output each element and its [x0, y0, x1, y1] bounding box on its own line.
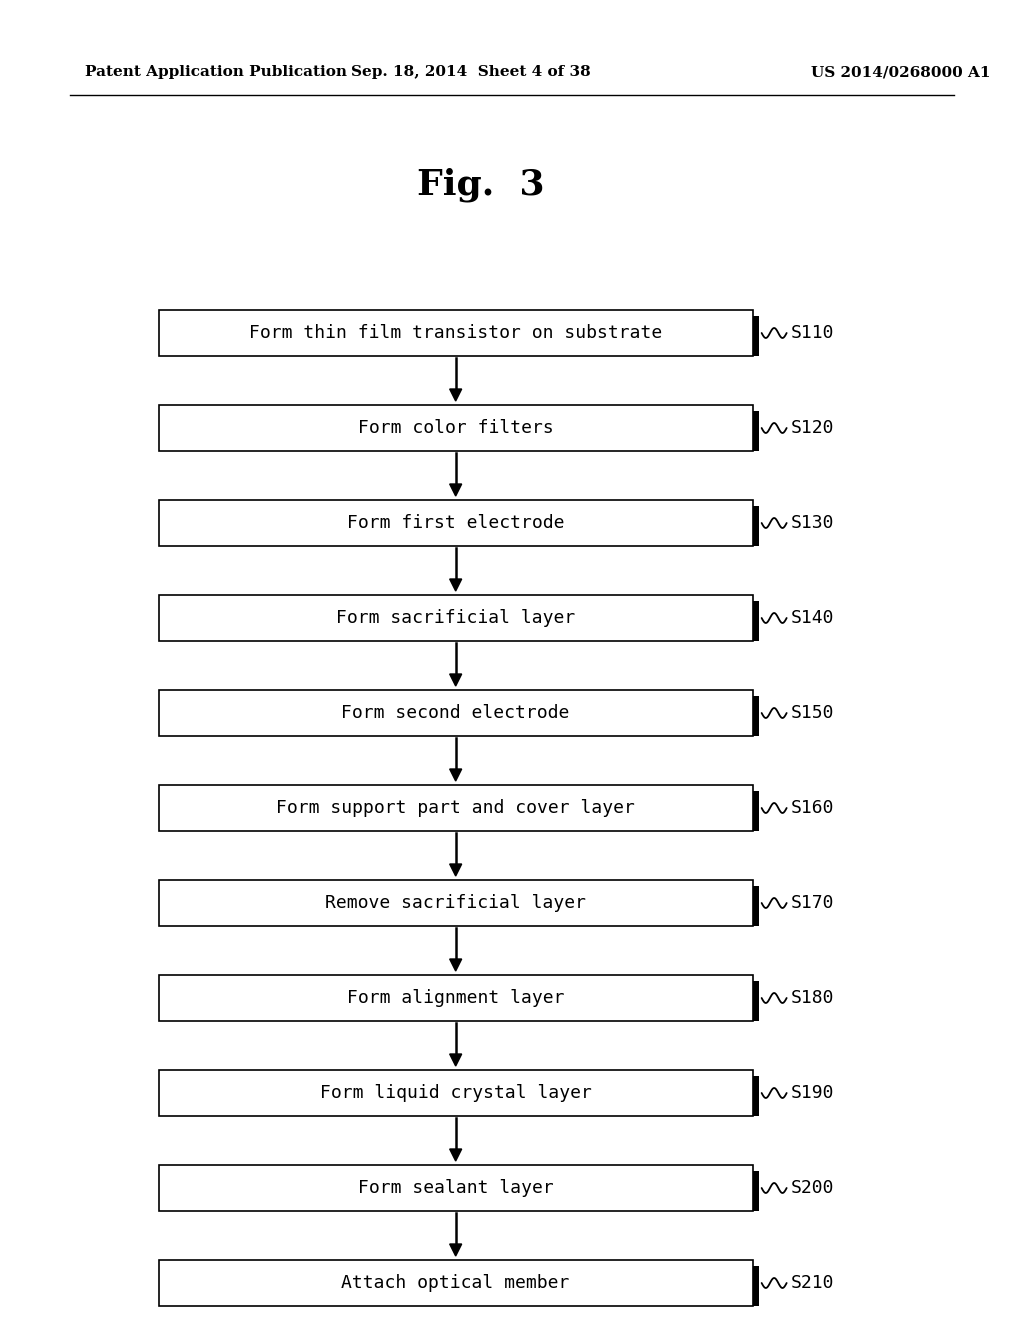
Text: S200: S200	[791, 1179, 835, 1197]
Polygon shape	[450, 484, 462, 496]
Polygon shape	[450, 389, 462, 401]
Text: Form liquid crystal layer: Form liquid crystal layer	[319, 1084, 592, 1102]
Polygon shape	[165, 696, 759, 737]
Bar	[159, 1071, 753, 1115]
Bar	[159, 975, 753, 1020]
Text: Form alignment layer: Form alignment layer	[347, 989, 564, 1007]
Text: S190: S190	[791, 1084, 835, 1102]
Text: Attach optical member: Attach optical member	[341, 1274, 570, 1292]
Text: Form sealant layer: Form sealant layer	[357, 1179, 554, 1197]
Bar	[159, 500, 753, 546]
Polygon shape	[165, 1266, 759, 1305]
Text: S140: S140	[791, 609, 835, 627]
Text: Form support part and cover layer: Form support part and cover layer	[276, 799, 635, 817]
Polygon shape	[165, 886, 759, 927]
Text: Form sacrificial layer: Form sacrificial layer	[336, 609, 575, 627]
Bar	[159, 405, 753, 451]
Polygon shape	[450, 675, 462, 686]
Text: S110: S110	[791, 323, 835, 342]
Bar	[159, 785, 753, 832]
Polygon shape	[165, 411, 759, 451]
Text: Sep. 18, 2014  Sheet 4 of 38: Sep. 18, 2014 Sheet 4 of 38	[351, 65, 591, 79]
Polygon shape	[165, 315, 759, 356]
Text: Remove sacrificial layer: Remove sacrificial layer	[326, 894, 586, 912]
Bar	[159, 595, 753, 642]
Text: US 2014/0268000 A1: US 2014/0268000 A1	[811, 65, 991, 79]
Text: Form thin film transistor on substrate: Form thin film transistor on substrate	[249, 323, 663, 342]
Bar	[159, 1261, 753, 1305]
Text: S120: S120	[791, 418, 835, 437]
Polygon shape	[165, 791, 759, 832]
Text: S180: S180	[791, 989, 835, 1007]
Text: S210: S210	[791, 1274, 835, 1292]
Text: S130: S130	[791, 513, 835, 532]
Polygon shape	[450, 960, 462, 972]
Polygon shape	[450, 865, 462, 876]
Polygon shape	[450, 1243, 462, 1257]
Bar	[159, 1166, 753, 1210]
Text: Form first electrode: Form first electrode	[347, 513, 564, 532]
Text: S160: S160	[791, 799, 835, 817]
Polygon shape	[450, 1053, 462, 1067]
Polygon shape	[450, 579, 462, 591]
Polygon shape	[450, 770, 462, 781]
Text: Patent Application Publication: Patent Application Publication	[85, 65, 347, 79]
Polygon shape	[450, 1148, 462, 1162]
Bar	[159, 310, 753, 356]
Text: Fig.  3: Fig. 3	[418, 168, 545, 202]
Bar	[159, 690, 753, 737]
Polygon shape	[165, 506, 759, 546]
Polygon shape	[165, 601, 759, 642]
Text: S150: S150	[791, 704, 835, 722]
Polygon shape	[165, 1076, 759, 1115]
Polygon shape	[165, 1171, 759, 1210]
Polygon shape	[165, 981, 759, 1020]
Bar	[159, 880, 753, 927]
Text: Form color filters: Form color filters	[357, 418, 554, 437]
Text: S170: S170	[791, 894, 835, 912]
Text: Form second electrode: Form second electrode	[341, 704, 570, 722]
